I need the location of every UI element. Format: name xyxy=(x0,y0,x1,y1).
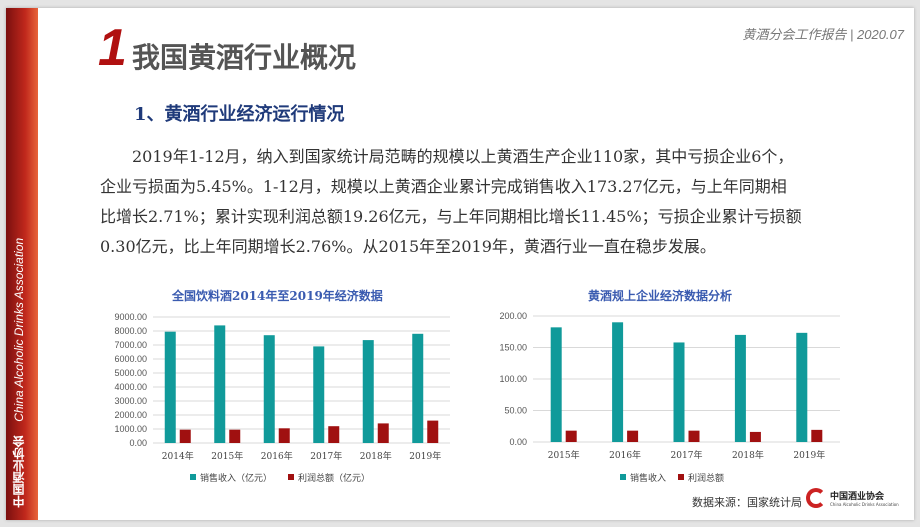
x-tick-label: 2016年 xyxy=(609,449,641,461)
logo-text: 中国酒业协会 xyxy=(830,492,885,502)
revenue-bar xyxy=(214,325,226,443)
y-tick-label: 3000.00 xyxy=(114,396,147,406)
x-tick-label: 2019年 xyxy=(409,450,441,462)
revenue-bar xyxy=(164,331,176,443)
data-source: 数据来源：国家统计局 xyxy=(692,496,802,509)
y-tick-label: 7000.00 xyxy=(114,340,147,350)
paragraph-line: 2019年1-12月，纳入到国家统计局范畴的规模以上黄酒生产企业110家，其中亏… xyxy=(132,147,794,166)
profit-bar xyxy=(811,429,823,442)
slide: 中国酒业协会 China Alcoholic Drinks Associatio… xyxy=(6,8,914,520)
x-tick-label: 2017年 xyxy=(671,449,703,461)
x-tick-label: 2016年 xyxy=(261,450,293,462)
x-tick-label: 2019年 xyxy=(793,449,825,461)
y-tick-label: 0.00 xyxy=(129,438,147,448)
legend-swatch xyxy=(190,474,196,480)
y-tick-label: 9000.00 xyxy=(114,312,147,322)
section-subtitle: 1、黄酒行业经济运行情况 xyxy=(134,104,345,125)
y-tick-label: 2000.00 xyxy=(114,410,147,420)
revenue-bar xyxy=(796,332,808,442)
legend-label: 利润总额（亿元） xyxy=(298,472,370,484)
legend-swatch xyxy=(678,474,684,480)
body-paragraph: 2019年1-12月，纳入到国家统计局范畴的规模以上黄酒生产企业110家，其中亏… xyxy=(100,142,866,262)
y-tick-label: 200.00 xyxy=(499,311,527,321)
y-tick-label: 100.00 xyxy=(499,374,527,384)
paragraph-line: 比增长2.71%；累计实现利润总额19.26亿元，与上年同期相比增长11.45%… xyxy=(100,207,802,226)
x-tick-label: 2018年 xyxy=(360,450,392,462)
y-tick-label: 4000.00 xyxy=(114,382,147,392)
legend-label: 利润总额 xyxy=(688,472,724,484)
revenue-bar xyxy=(612,322,624,442)
profit-bar xyxy=(179,429,191,443)
profit-bar xyxy=(688,430,700,442)
x-tick-label: 2014年 xyxy=(162,450,194,462)
logo: 中国酒业协会 China Alcoholic Drinks Association xyxy=(806,488,899,508)
revenue-bar xyxy=(734,334,746,442)
y-tick-label: 8000.00 xyxy=(114,326,147,336)
profit-bar xyxy=(377,423,389,443)
x-tick-label: 2018年 xyxy=(732,449,764,461)
revenue-bar xyxy=(362,340,374,443)
y-tick-label: 50.00 xyxy=(504,406,527,416)
y-tick-label: 1000.00 xyxy=(114,424,147,434)
revenue-bar xyxy=(673,342,685,442)
x-tick-label: 2015年 xyxy=(211,450,243,462)
chart1-title: 全国饮料酒2014年至2019年经济数据 xyxy=(172,289,383,303)
profit-bar xyxy=(427,420,439,443)
paragraph-line: 0.30亿元，比上年同期增长2.76%。从2015年至2019年，黄酒行业一直在… xyxy=(100,237,716,256)
y-tick-label: 5000.00 xyxy=(114,368,147,378)
x-tick-label: 2015年 xyxy=(548,449,580,461)
page-title: 我国黄酒行业概况 xyxy=(132,41,357,74)
legend-label: 销售收入 xyxy=(630,472,666,484)
revenue-bar xyxy=(550,327,562,442)
profit-bar xyxy=(328,426,340,443)
profit-bar xyxy=(565,430,577,442)
sidebar-strip: 中国酒业协会 China Alcoholic Drinks Associatio… xyxy=(6,8,38,520)
chart2-title: 黄酒规上企业经济数据分析 xyxy=(588,289,733,303)
profit-bar xyxy=(627,430,639,442)
x-tick-label: 2017年 xyxy=(310,450,342,462)
legend-label: 销售收入（亿元） xyxy=(200,472,272,484)
y-tick-label: 150.00 xyxy=(499,343,527,353)
revenue-bar xyxy=(263,335,275,443)
revenue-bar xyxy=(412,333,424,443)
profit-bar xyxy=(229,429,241,443)
profit-bar xyxy=(278,428,290,443)
logo-sub: China Alcoholic Drinks Association xyxy=(830,502,899,507)
profit-bar xyxy=(749,431,761,442)
legend-swatch xyxy=(620,474,626,480)
report-label: 黄酒分会工作报告 | 2020.07 xyxy=(742,27,904,42)
section-number: 1 xyxy=(98,19,127,77)
paragraph-line: 企业亏损面为5.45%。1-12月，规模以上黄酒企业累计完成销售收入173.27… xyxy=(100,177,787,196)
legend-swatch xyxy=(288,474,294,480)
y-tick-label: 0.00 xyxy=(509,437,527,447)
y-tick-label: 6000.00 xyxy=(114,354,147,364)
logo-mark-icon xyxy=(806,488,826,508)
revenue-bar xyxy=(313,346,325,443)
